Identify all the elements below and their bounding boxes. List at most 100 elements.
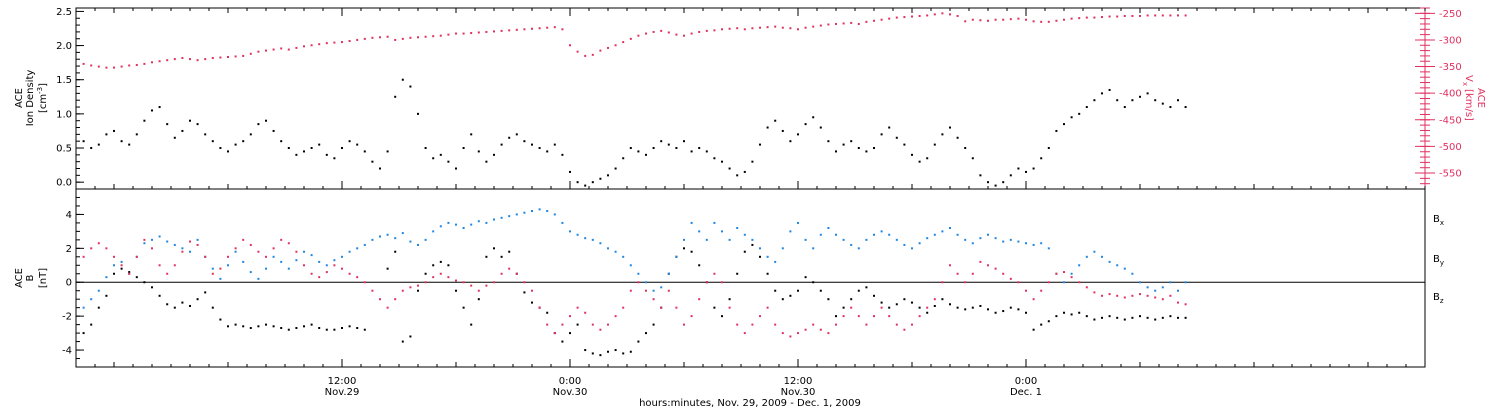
bz-point [652,298,655,301]
vx-unit: [km/s] [1463,89,1474,121]
bx-point [1093,318,1096,321]
bz-point [994,267,997,270]
bx-point [569,332,571,335]
bx-point [1025,311,1027,314]
by-point [941,230,944,233]
by-point [698,230,701,233]
by-point [500,216,503,219]
bz-point [941,281,944,284]
bx-point [341,327,343,330]
bz-point [850,306,853,309]
bx-point [135,276,138,279]
bx-point [439,260,442,263]
bz-point [911,323,913,326]
vx-point [82,62,85,65]
density-point [356,143,359,146]
vx-point [705,29,708,32]
bz-point [956,272,959,275]
bz-point [1116,294,1119,297]
bz-point [173,264,176,267]
bx-point [128,271,131,274]
bz-point [477,289,480,292]
density-point [105,133,108,136]
bz-point [1047,281,1050,284]
by-point [1131,272,1134,275]
by-point [439,225,442,228]
vx-point [135,63,138,66]
bx-point [1146,316,1149,319]
by-point [158,235,161,238]
vx-point [1047,20,1050,23]
density-point [781,129,784,132]
bx-point [956,306,959,309]
bz-point [303,264,305,267]
by-point [447,221,450,224]
by-point [766,255,769,258]
by-point [432,230,435,233]
bx-point [325,328,328,331]
bz-point [135,255,138,258]
bx-point [82,332,85,335]
bz-point [515,272,518,275]
by-point [113,264,115,267]
density-point [1002,181,1005,184]
by-point [857,247,860,250]
bz-point [1146,294,1149,297]
vx-point [683,34,685,37]
legend-by: By [1433,254,1444,267]
bx-point [880,301,883,304]
vx-point [949,13,951,16]
by-point [614,250,617,253]
vx-point [637,34,640,37]
vx-point [1116,15,1119,18]
by-point [1070,272,1073,275]
density-point [789,140,792,143]
bx-point [743,250,746,253]
vx-point [926,14,929,17]
vx-point [447,33,450,36]
bx-point [591,352,594,355]
bx-point [1169,315,1172,318]
vx-point [835,22,837,25]
vx-point [356,38,359,41]
bz-point [447,276,450,279]
density-point [1169,106,1172,109]
by-point [1085,255,1088,258]
bx-point [348,325,351,328]
by-point [1169,281,1172,284]
legend-bx-name: B [1433,214,1440,225]
vx-point [667,31,670,34]
density-point [926,157,929,160]
by-point [827,226,830,229]
density-points [82,78,1187,187]
vx-point [394,38,397,41]
bz-point [1025,289,1027,292]
bz-point [1169,294,1172,297]
density-point [766,126,769,129]
bx-point [599,354,602,357]
bz-point [1093,291,1096,294]
bx-point [949,303,951,306]
density-point [629,147,632,150]
bz-point [189,240,191,243]
vx-point [1131,14,1134,17]
vx-point [462,32,465,35]
bz-point [561,323,564,326]
vx-point [994,18,997,21]
density-point [409,85,412,88]
vx-point [1123,14,1126,17]
vx-point [234,55,237,58]
vx-point [622,41,625,44]
by-point [956,233,959,236]
vx-point [1154,14,1157,17]
density-tick-label: 1.0 [56,109,72,120]
by-point [994,237,997,240]
density-tick-label: 1.5 [56,75,72,86]
bx-point [857,289,860,292]
bz-point [432,276,435,279]
bz-point [470,284,473,287]
bz-point [538,306,541,309]
bz-point [599,328,602,331]
density-tick-label: 0.0 [56,178,72,189]
bx-point [721,315,723,318]
